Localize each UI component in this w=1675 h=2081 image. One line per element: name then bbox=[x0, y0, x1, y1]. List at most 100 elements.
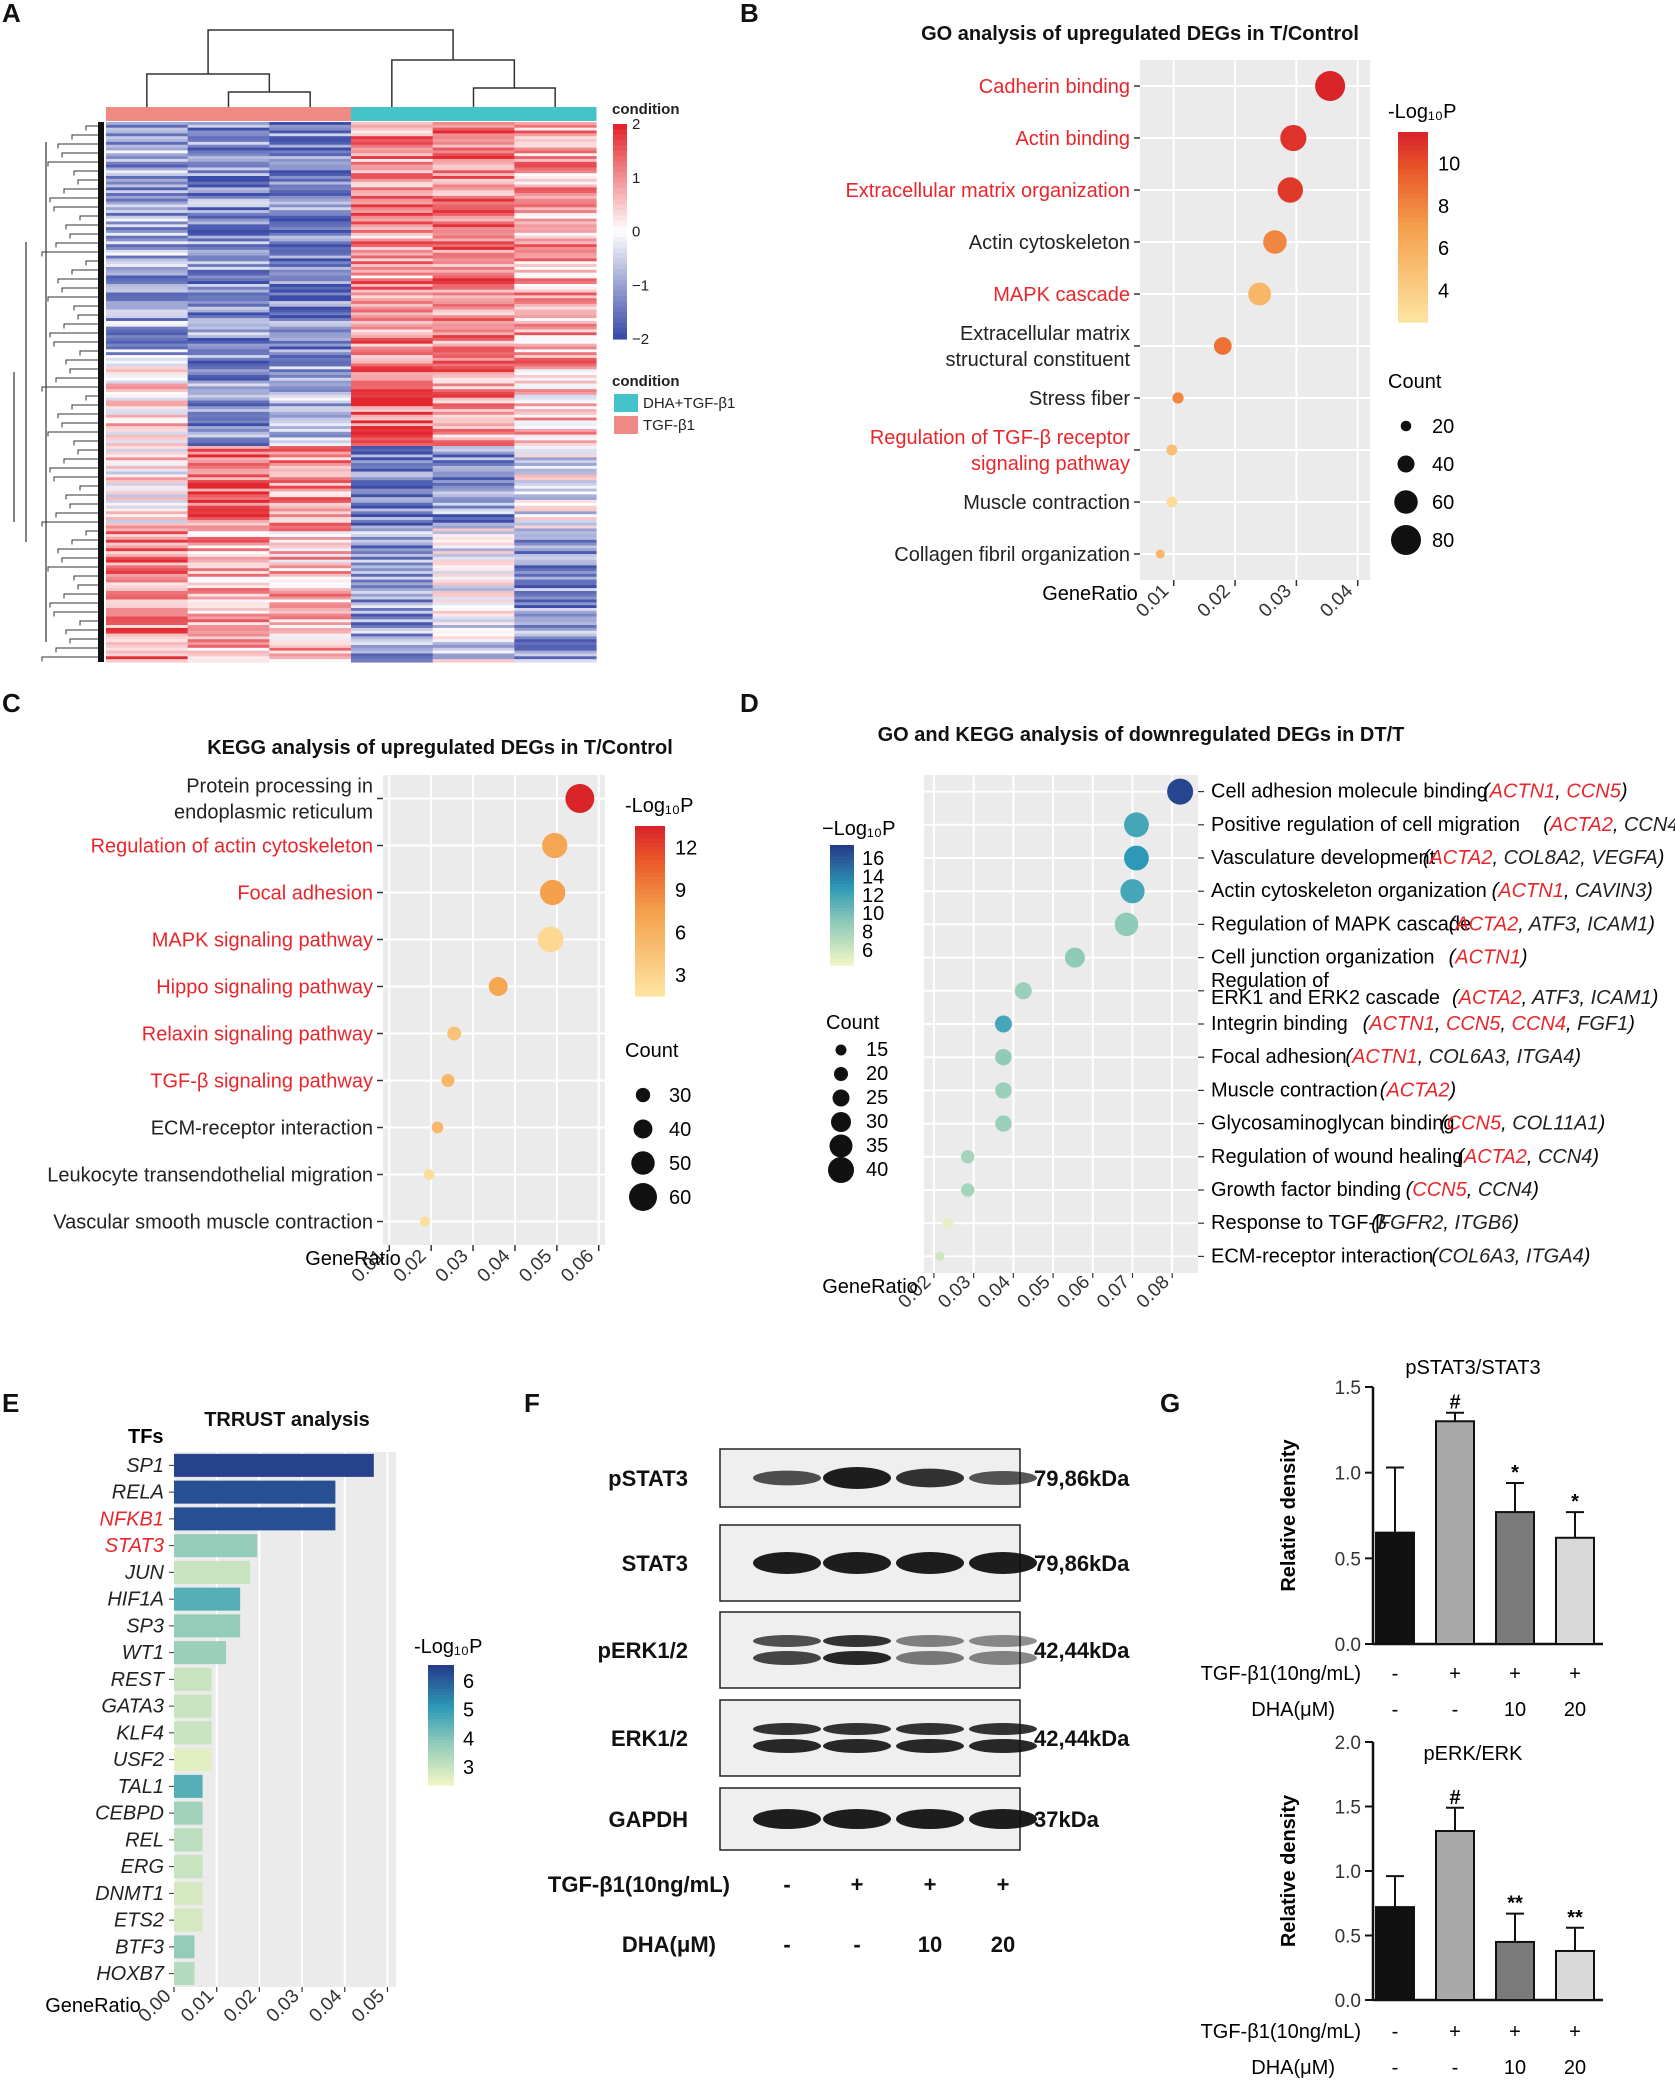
gene-paren: ) bbox=[1646, 913, 1655, 935]
colorbar-step bbox=[613, 220, 627, 227]
size-legend-label: 15 bbox=[866, 1039, 888, 1061]
heatmap-cell bbox=[269, 315, 352, 319]
heatmap-cell bbox=[106, 318, 189, 322]
heatmap-cell bbox=[269, 502, 352, 507]
size-legend-label: 40 bbox=[866, 1159, 888, 1181]
tf-label: BTF3 bbox=[115, 1936, 164, 1958]
heatmap-cell bbox=[269, 164, 352, 169]
colorbar-step bbox=[830, 950, 854, 954]
heatmap-cell bbox=[106, 184, 189, 188]
heatmap-cell bbox=[432, 184, 515, 188]
colorbar-step bbox=[613, 177, 627, 184]
heatmap-cell bbox=[351, 195, 434, 200]
heatmap-cell bbox=[514, 502, 597, 507]
size-legend-dot bbox=[633, 1119, 653, 1139]
colorbar-tick-label: 10 bbox=[1438, 154, 1460, 176]
heatmap-cell bbox=[187, 556, 270, 561]
heatmap-cell bbox=[351, 522, 434, 527]
heatmap-cell bbox=[269, 238, 352, 242]
heatmap-cell bbox=[432, 517, 515, 521]
colorbar-step bbox=[428, 1743, 454, 1747]
term-label-line: Regulation of bbox=[1211, 970, 1329, 992]
size-legend-dot bbox=[828, 1157, 854, 1183]
x-tick-label: 0.07 bbox=[1093, 1272, 1134, 1313]
colorbar-step bbox=[428, 1731, 454, 1735]
heatmap-cell bbox=[514, 144, 597, 149]
heatmap-cell bbox=[187, 320, 270, 325]
heatmap-cell bbox=[351, 497, 434, 501]
heatmap-cell bbox=[351, 286, 434, 291]
data-point bbox=[1213, 337, 1232, 355]
colorbar-step bbox=[428, 1710, 454, 1714]
heatmap-cell bbox=[106, 238, 189, 242]
heatmap-cell bbox=[432, 411, 515, 416]
heatmap-cell bbox=[514, 508, 597, 512]
data-point bbox=[542, 832, 568, 859]
heatmap-cell bbox=[106, 542, 189, 547]
heatmap-cell bbox=[269, 221, 352, 225]
data-point bbox=[1166, 496, 1178, 508]
heatmap-cell bbox=[269, 224, 352, 228]
bar bbox=[174, 1480, 336, 1504]
heatmap-cell bbox=[351, 488, 434, 493]
heatmap-cell bbox=[269, 383, 352, 387]
heatmap-cell bbox=[187, 417, 270, 422]
x-tick-label: 0.03 bbox=[432, 1246, 473, 1287]
heatmap-cell bbox=[106, 215, 189, 220]
heatmap-cell bbox=[269, 539, 352, 544]
heatmap-cell bbox=[187, 650, 270, 655]
tgf-sign: + bbox=[1569, 1663, 1581, 1685]
blot-band bbox=[969, 1552, 1037, 1574]
colorbar-step bbox=[635, 983, 665, 989]
heatmap-cell bbox=[351, 414, 434, 419]
heatmap-cell bbox=[106, 457, 189, 461]
gene-name: CCN5 bbox=[1412, 1179, 1467, 1201]
heatmap-cell bbox=[514, 593, 597, 598]
heatmap-cell bbox=[351, 653, 434, 657]
heatmap-cell bbox=[514, 437, 597, 441]
heatmap-cell bbox=[514, 335, 597, 339]
heatmap-cell bbox=[187, 440, 270, 444]
heatmap-cell bbox=[269, 554, 352, 558]
colorbar-step bbox=[830, 878, 854, 882]
term-label: Stress fiber bbox=[1029, 388, 1130, 410]
term-label: Regulation of MAPK cascade bbox=[1211, 913, 1471, 935]
heatmap-cell bbox=[187, 460, 270, 464]
heatmap-cell bbox=[514, 650, 597, 655]
heatmap-cell bbox=[269, 184, 352, 188]
heatmap-cell bbox=[269, 403, 352, 407]
colorbar-step bbox=[830, 899, 854, 903]
heatmap-cell bbox=[514, 272, 597, 277]
heatmap-cell bbox=[269, 306, 352, 311]
heatmap-cell bbox=[106, 332, 189, 336]
blot-row-label: STAT3 bbox=[622, 1551, 688, 1576]
heatmap-cell bbox=[187, 659, 270, 663]
heatmap-cell bbox=[106, 474, 189, 478]
heatmap-cell bbox=[269, 357, 352, 362]
x-tick-label: 0.04 bbox=[473, 1245, 514, 1286]
colorbar-step bbox=[1398, 236, 1428, 242]
heatmap-cell bbox=[432, 454, 515, 458]
heatmap-cell bbox=[187, 619, 270, 623]
colorbar-tick-label: 14 bbox=[862, 866, 884, 888]
gene-paren: ) bbox=[1590, 1146, 1599, 1168]
heatmap-cell bbox=[269, 522, 352, 527]
tf-label: JUN bbox=[124, 1562, 164, 1584]
heatmap-cell bbox=[514, 218, 597, 223]
row-dendrogram-link bbox=[77, 584, 104, 590]
heatmap-cell bbox=[351, 636, 434, 640]
heatmap-cell bbox=[269, 372, 352, 376]
colorbar-step bbox=[1398, 193, 1428, 200]
gene-paren: ( bbox=[1449, 913, 1458, 935]
data-point bbox=[1064, 947, 1085, 968]
heatmap-cell bbox=[514, 230, 597, 234]
heatmap-cell bbox=[351, 275, 434, 279]
data-point bbox=[942, 1217, 954, 1229]
term-label: endoplasmic reticulum bbox=[174, 802, 373, 824]
heatmap-cell bbox=[514, 627, 597, 632]
heatmap-cell bbox=[514, 204, 597, 208]
colorbar-step bbox=[613, 204, 627, 211]
data-point bbox=[441, 1074, 455, 1087]
heatmap-cell bbox=[351, 386, 434, 390]
heatmap-cell bbox=[187, 264, 270, 268]
